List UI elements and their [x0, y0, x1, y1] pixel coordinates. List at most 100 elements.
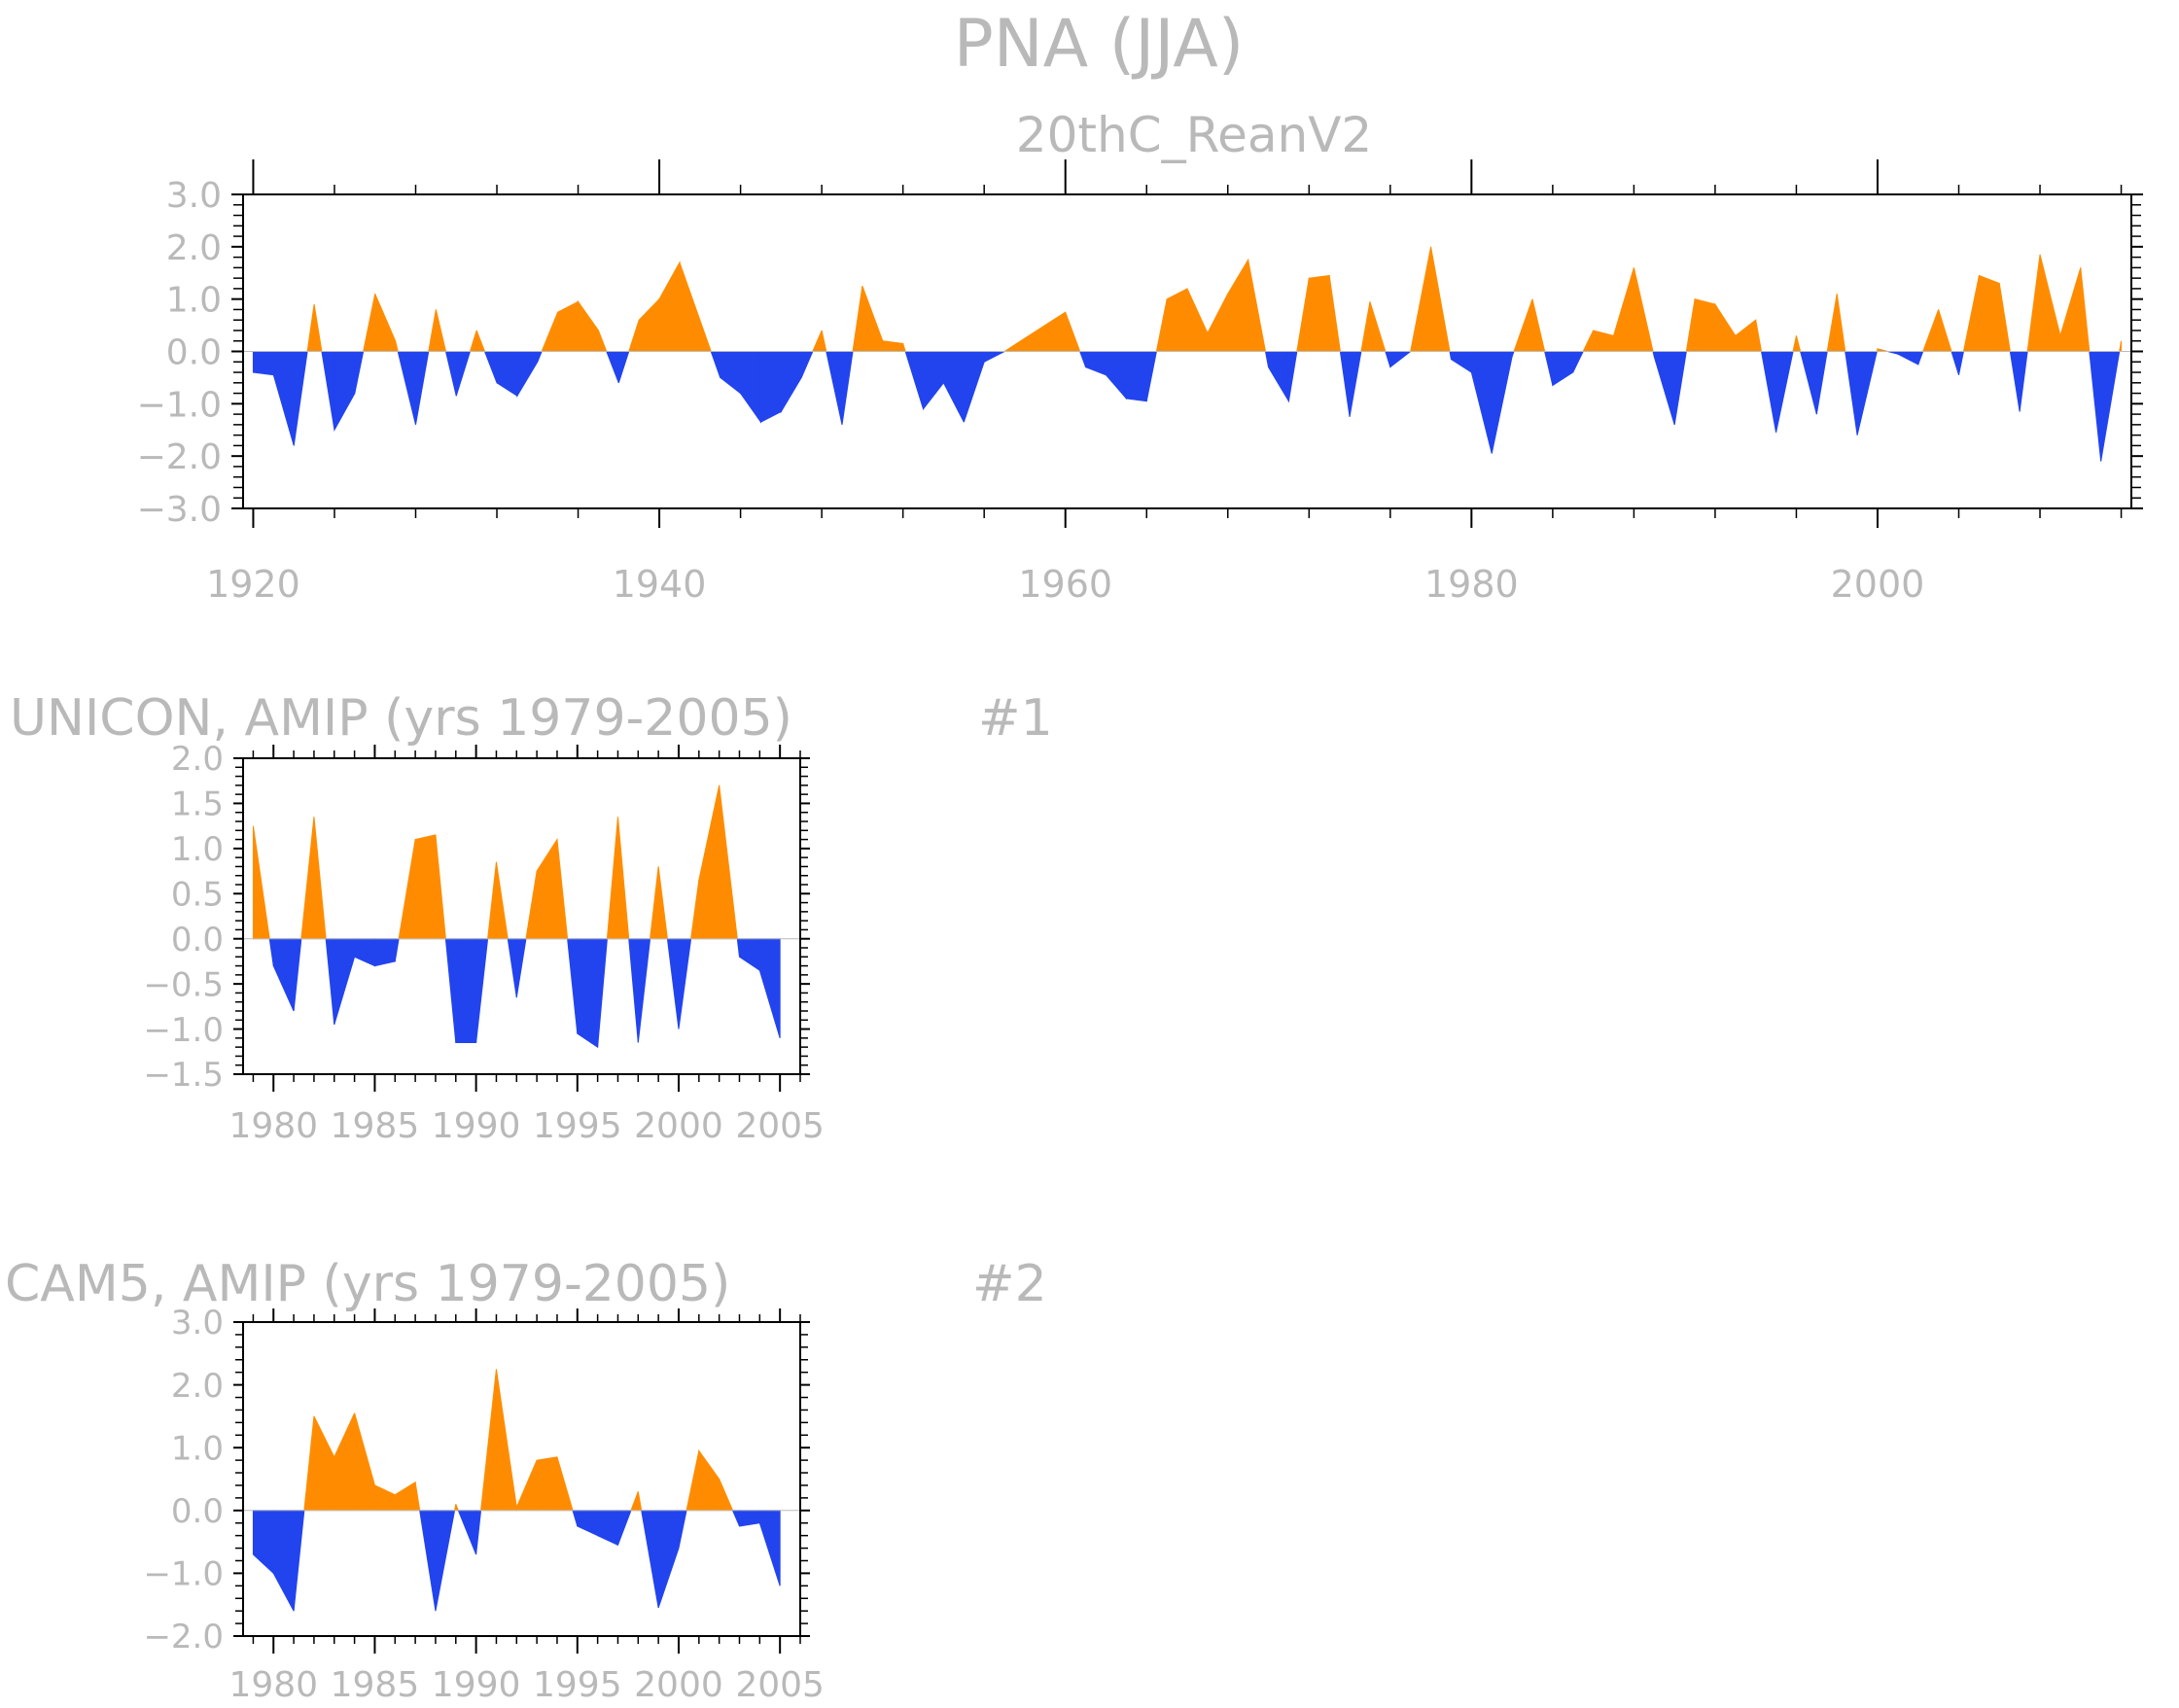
- positive-area: [1826, 294, 1838, 352]
- negative-area: [758, 1510, 781, 1586]
- chart-panel-cam5: −2.0 −1.0 0.0 1.0 2.0 3.0 1980 1985 1990 1995 2000…: [143, 1304, 825, 1705]
- negative-area: [738, 1510, 760, 1527]
- negative-area: [321, 351, 335, 431]
- negative-area: [475, 1510, 482, 1555]
- positive-area: [902, 343, 906, 352]
- positive-area: [657, 866, 668, 940]
- positive-area: [1792, 335, 1797, 352]
- negative-area: [1572, 351, 1584, 373]
- negative-area: [354, 351, 365, 394]
- positive-area: [1166, 288, 1188, 352]
- negative-area: [1775, 351, 1794, 434]
- positive-area: [373, 1484, 396, 1512]
- positive-area: [398, 839, 416, 940]
- y-tick-label: −0.5: [143, 965, 224, 1004]
- positive-area: [536, 1456, 558, 1512]
- positive-area: [1735, 319, 1757, 352]
- y-tick-label: 0.0: [171, 1492, 224, 1531]
- x-tick-label: 1980: [1424, 563, 1519, 606]
- y-tick-label: −2.0: [143, 1618, 224, 1656]
- positive-area: [1593, 330, 1615, 352]
- positive-area: [1024, 324, 1046, 352]
- positive-area: [1836, 294, 1846, 352]
- negative-area: [1552, 351, 1574, 387]
- negative-area: [293, 351, 308, 446]
- positive-area: [1369, 301, 1387, 352]
- positive-area: [541, 311, 559, 352]
- chart-panel-reanalysis: −3.0 −2.0 −1.0 0.0 1.0 2.0 3.0 1920 1940 1960 1980…: [137, 159, 2143, 606]
- x-tick-label: 1940: [613, 563, 707, 606]
- x-tick-label: 2000: [634, 1106, 723, 1146]
- positive-area: [252, 825, 270, 940]
- negative-area: [617, 351, 630, 383]
- negative-area: [2100, 351, 2121, 462]
- positive-area: [1962, 275, 1980, 352]
- negative-area: [1951, 351, 1960, 375]
- negative-area: [942, 351, 965, 423]
- positive-area: [557, 300, 580, 352]
- positive-area: [414, 834, 437, 940]
- positive-area: [690, 880, 700, 940]
- negative-area: [963, 351, 985, 423]
- negative-area: [983, 351, 1005, 364]
- positive-area: [821, 330, 827, 352]
- negative-area: [597, 1510, 618, 1547]
- x-tick-label: 1990: [432, 1665, 521, 1705]
- x-tick-label: 2000: [634, 1665, 723, 1705]
- positive-area: [1694, 298, 1716, 352]
- positive-area: [313, 1415, 335, 1512]
- positive-area: [1328, 275, 1341, 352]
- positive-area: [2059, 267, 2082, 352]
- positive-area: [428, 309, 437, 352]
- negative-area: [483, 351, 498, 383]
- panel-subtitle: CAM5, AMIP (yrs 1979-2005): [5, 1255, 730, 1313]
- negative-area: [904, 351, 925, 409]
- negative-area: [1078, 351, 1087, 367]
- negative-area: [325, 938, 335, 1025]
- negative-area: [435, 1510, 456, 1612]
- negative-area: [334, 938, 356, 1026]
- negative-area: [641, 1510, 659, 1609]
- y-tick-label: 1.0: [171, 1429, 224, 1468]
- negative-area: [419, 1510, 437, 1612]
- negative-area: [1897, 351, 1919, 366]
- positive-area: [1186, 288, 1209, 352]
- positive-area: [1633, 267, 1654, 352]
- negative-area: [923, 351, 944, 411]
- positive-area: [1714, 302, 1737, 352]
- negative-area: [1389, 351, 1413, 368]
- negative-area: [666, 938, 680, 1029]
- negative-area: [720, 351, 742, 395]
- negative-area: [678, 1510, 687, 1549]
- y-tick-label: −1.5: [143, 1056, 224, 1095]
- negative-area: [537, 351, 543, 363]
- negative-area: [1760, 351, 1777, 434]
- negative-area: [515, 938, 527, 998]
- negative-area: [496, 351, 518, 398]
- negative-area: [567, 938, 579, 1034]
- y-tick-label: −1.0: [143, 1555, 224, 1594]
- x-tick-label: 1985: [331, 1665, 420, 1705]
- negative-area: [758, 938, 781, 1039]
- negative-area: [252, 351, 274, 376]
- positive-area: [616, 817, 630, 940]
- negative-area: [678, 938, 692, 1029]
- y-tick-label: 2.0: [171, 740, 224, 779]
- positive-area: [630, 1491, 639, 1512]
- panel-label: #1: [978, 689, 1053, 748]
- y-tick-label: −2.0: [137, 437, 222, 477]
- y-tick-label: 2.0: [166, 228, 222, 268]
- positive-area: [455, 1504, 460, 1512]
- positive-area: [525, 870, 538, 940]
- positive-area: [1296, 278, 1310, 352]
- negative-area: [272, 351, 295, 446]
- positive-area: [1921, 309, 1940, 352]
- negative-area: [516, 351, 539, 399]
- negative-area: [1799, 351, 1817, 415]
- negative-area: [1845, 351, 1858, 436]
- positive-area: [556, 839, 569, 940]
- negative-area: [414, 351, 430, 425]
- positive-area: [650, 866, 659, 940]
- negative-area: [1544, 351, 1554, 386]
